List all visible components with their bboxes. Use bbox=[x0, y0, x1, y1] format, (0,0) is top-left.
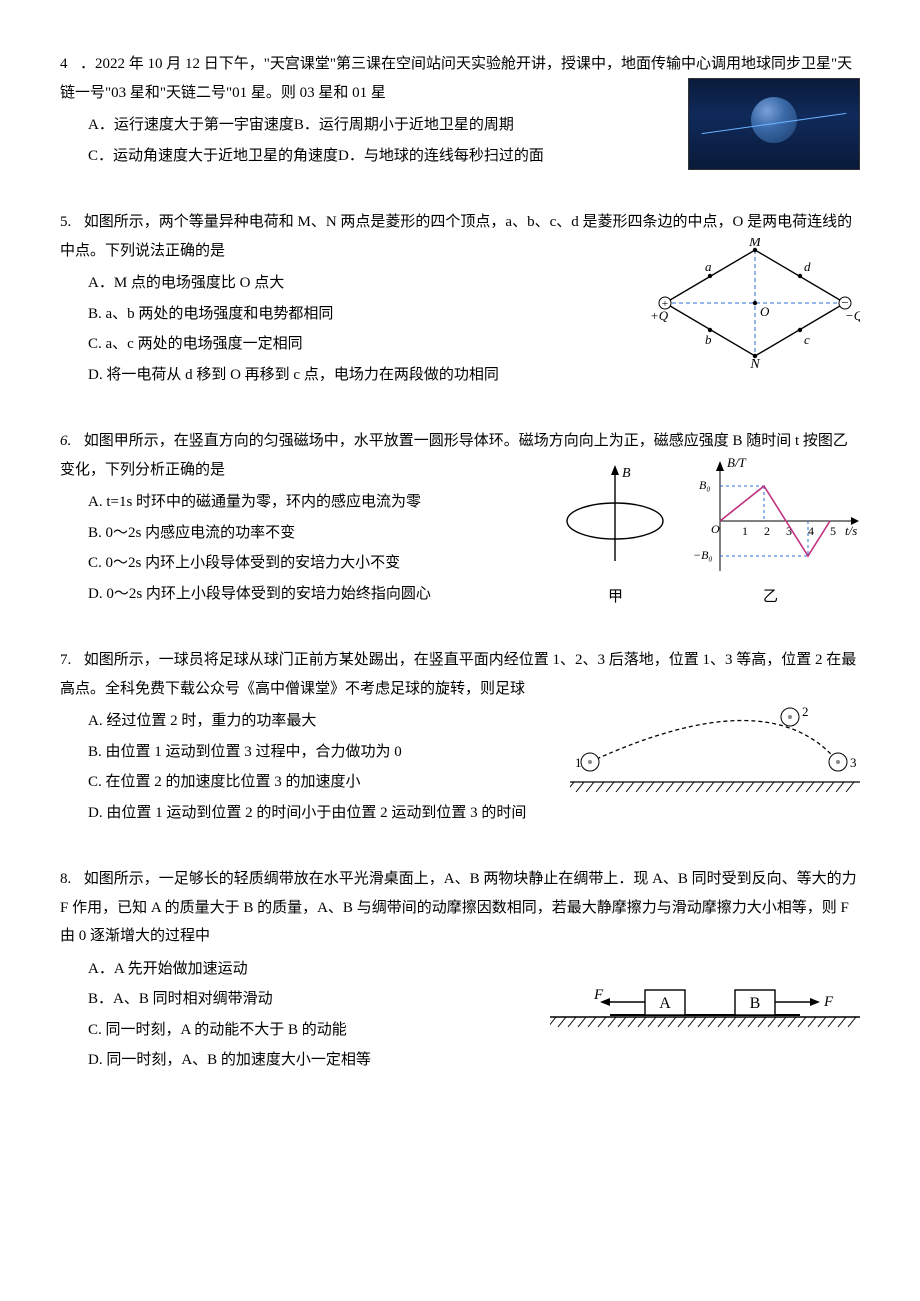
svg-text:b: b bbox=[705, 332, 712, 347]
option-c: C. a、c 两处的电场强度一定相同 bbox=[88, 330, 640, 359]
label-N: N bbox=[749, 357, 760, 368]
svg-text:O: O bbox=[760, 304, 770, 319]
svg-text:c: c bbox=[804, 332, 810, 347]
svg-text:B₀: B₀ bbox=[699, 478, 711, 492]
question-text: 如图所示，一足够长的轻质绸带放在水平光滑桌面上，A、B 两物块静止在绸带上．现 … bbox=[60, 871, 857, 944]
svg-text:a: a bbox=[705, 259, 712, 274]
svg-text:B: B bbox=[750, 995, 761, 1012]
question-text: 如图所示，一球员将足球从球门正前方某处踢出，在竖直平面内经位置 1、2、3 后落… bbox=[60, 652, 856, 697]
question-5: + − M N +Q −Q O a d b c 5. 如图所示，两个等量异种电荷 bbox=[60, 208, 860, 389]
svg-text:O: O bbox=[711, 522, 720, 536]
figure-blocks: A B F F bbox=[550, 975, 860, 1037]
option-b: B. a、b 两处的电场强度和电势都相同 bbox=[88, 300, 640, 329]
option-d: D. 同一时刻，A、B 的加速度大小一定相等 bbox=[88, 1046, 860, 1075]
svg-text:3: 3 bbox=[850, 755, 857, 770]
question-6: B 甲 B/T t/s 1 2 3 4 5 B₀ −B₀ bbox=[60, 427, 860, 608]
question-4: 4．2022 年 10 月 12 日下午，"天宫课堂"第三课在空间站问天实验舱开… bbox=[60, 50, 860, 170]
figure-loop-and-graph: B 甲 B/T t/s 1 2 3 4 5 B₀ −B₀ bbox=[550, 451, 860, 611]
question-number: 7. bbox=[60, 646, 80, 675]
figure-projectile: 1 2 3 bbox=[570, 704, 860, 799]
svg-text:1: 1 bbox=[742, 524, 748, 538]
svg-text:−Q: −Q bbox=[845, 308, 860, 323]
option-c: C．运动角速度大于近地卫星的角速度D．与地球的连线每秒扫过的面 bbox=[88, 142, 670, 171]
svg-text:+Q: +Q bbox=[650, 308, 669, 323]
option-d: D. 由位置 1 运动到位置 2 的时间小于由位置 2 运动到位置 3 的时间 bbox=[88, 799, 860, 828]
option-d: D. 将一电荷从 d 移到 O 再移到 c 点，电场力在两段做的功相同 bbox=[88, 361, 640, 390]
option-a: A．M 点的电场强度比 O 点大 bbox=[88, 269, 640, 298]
label-left: 甲 bbox=[608, 589, 623, 605]
question-number: 5. bbox=[60, 208, 80, 237]
svg-text:B/T: B/T bbox=[727, 455, 747, 470]
svg-text:1: 1 bbox=[575, 755, 582, 770]
option-a: A．运行速度大于第一宇宙速度B．运行周期小于近地卫星的周期 bbox=[88, 111, 670, 140]
option-b: B. 0～2s 内感应电流的功率不变 bbox=[88, 519, 540, 548]
svg-text:5: 5 bbox=[830, 524, 836, 538]
svg-text:2: 2 bbox=[802, 704, 809, 719]
question-number: 4 bbox=[60, 50, 80, 79]
svg-text:2: 2 bbox=[764, 524, 770, 538]
option-d: D. 0～2s 内环上小段导体受到的安培力始终指向圆心 bbox=[88, 580, 540, 609]
svg-text:−B₀: −B₀ bbox=[693, 548, 713, 562]
svg-text:F: F bbox=[593, 987, 604, 1003]
figure-rhombus: + − M N +Q −Q O a d b c bbox=[650, 238, 860, 368]
label-M: M bbox=[748, 238, 762, 250]
figure-earth-satellite bbox=[688, 78, 860, 170]
question-number: 8. bbox=[60, 865, 80, 894]
question-8: A B F F 8. 如图所示，一足够长的轻质绸带放在水平光滑桌面上，A、B 两… bbox=[60, 865, 860, 1075]
svg-text:A: A bbox=[659, 995, 671, 1012]
svg-text:4: 4 bbox=[808, 524, 814, 538]
option-c: C. 0～2s 内环上小段导体受到的安培力大小不变 bbox=[88, 549, 540, 578]
question-number: 6. bbox=[60, 427, 80, 456]
svg-text:B: B bbox=[622, 466, 631, 481]
question-7: 1 2 3 7. 如图所示，一球员将足球从球门正前方某处踢出，在竖直平面内经位置… bbox=[60, 646, 860, 827]
svg-text:t/s: t/s bbox=[845, 523, 857, 538]
option-a: A. t=1s 时环中的磁通量为零，环内的感应电流为零 bbox=[88, 488, 540, 517]
svg-text:d: d bbox=[804, 259, 811, 274]
svg-text:F: F bbox=[823, 994, 834, 1010]
label-right: 乙 bbox=[763, 589, 778, 605]
